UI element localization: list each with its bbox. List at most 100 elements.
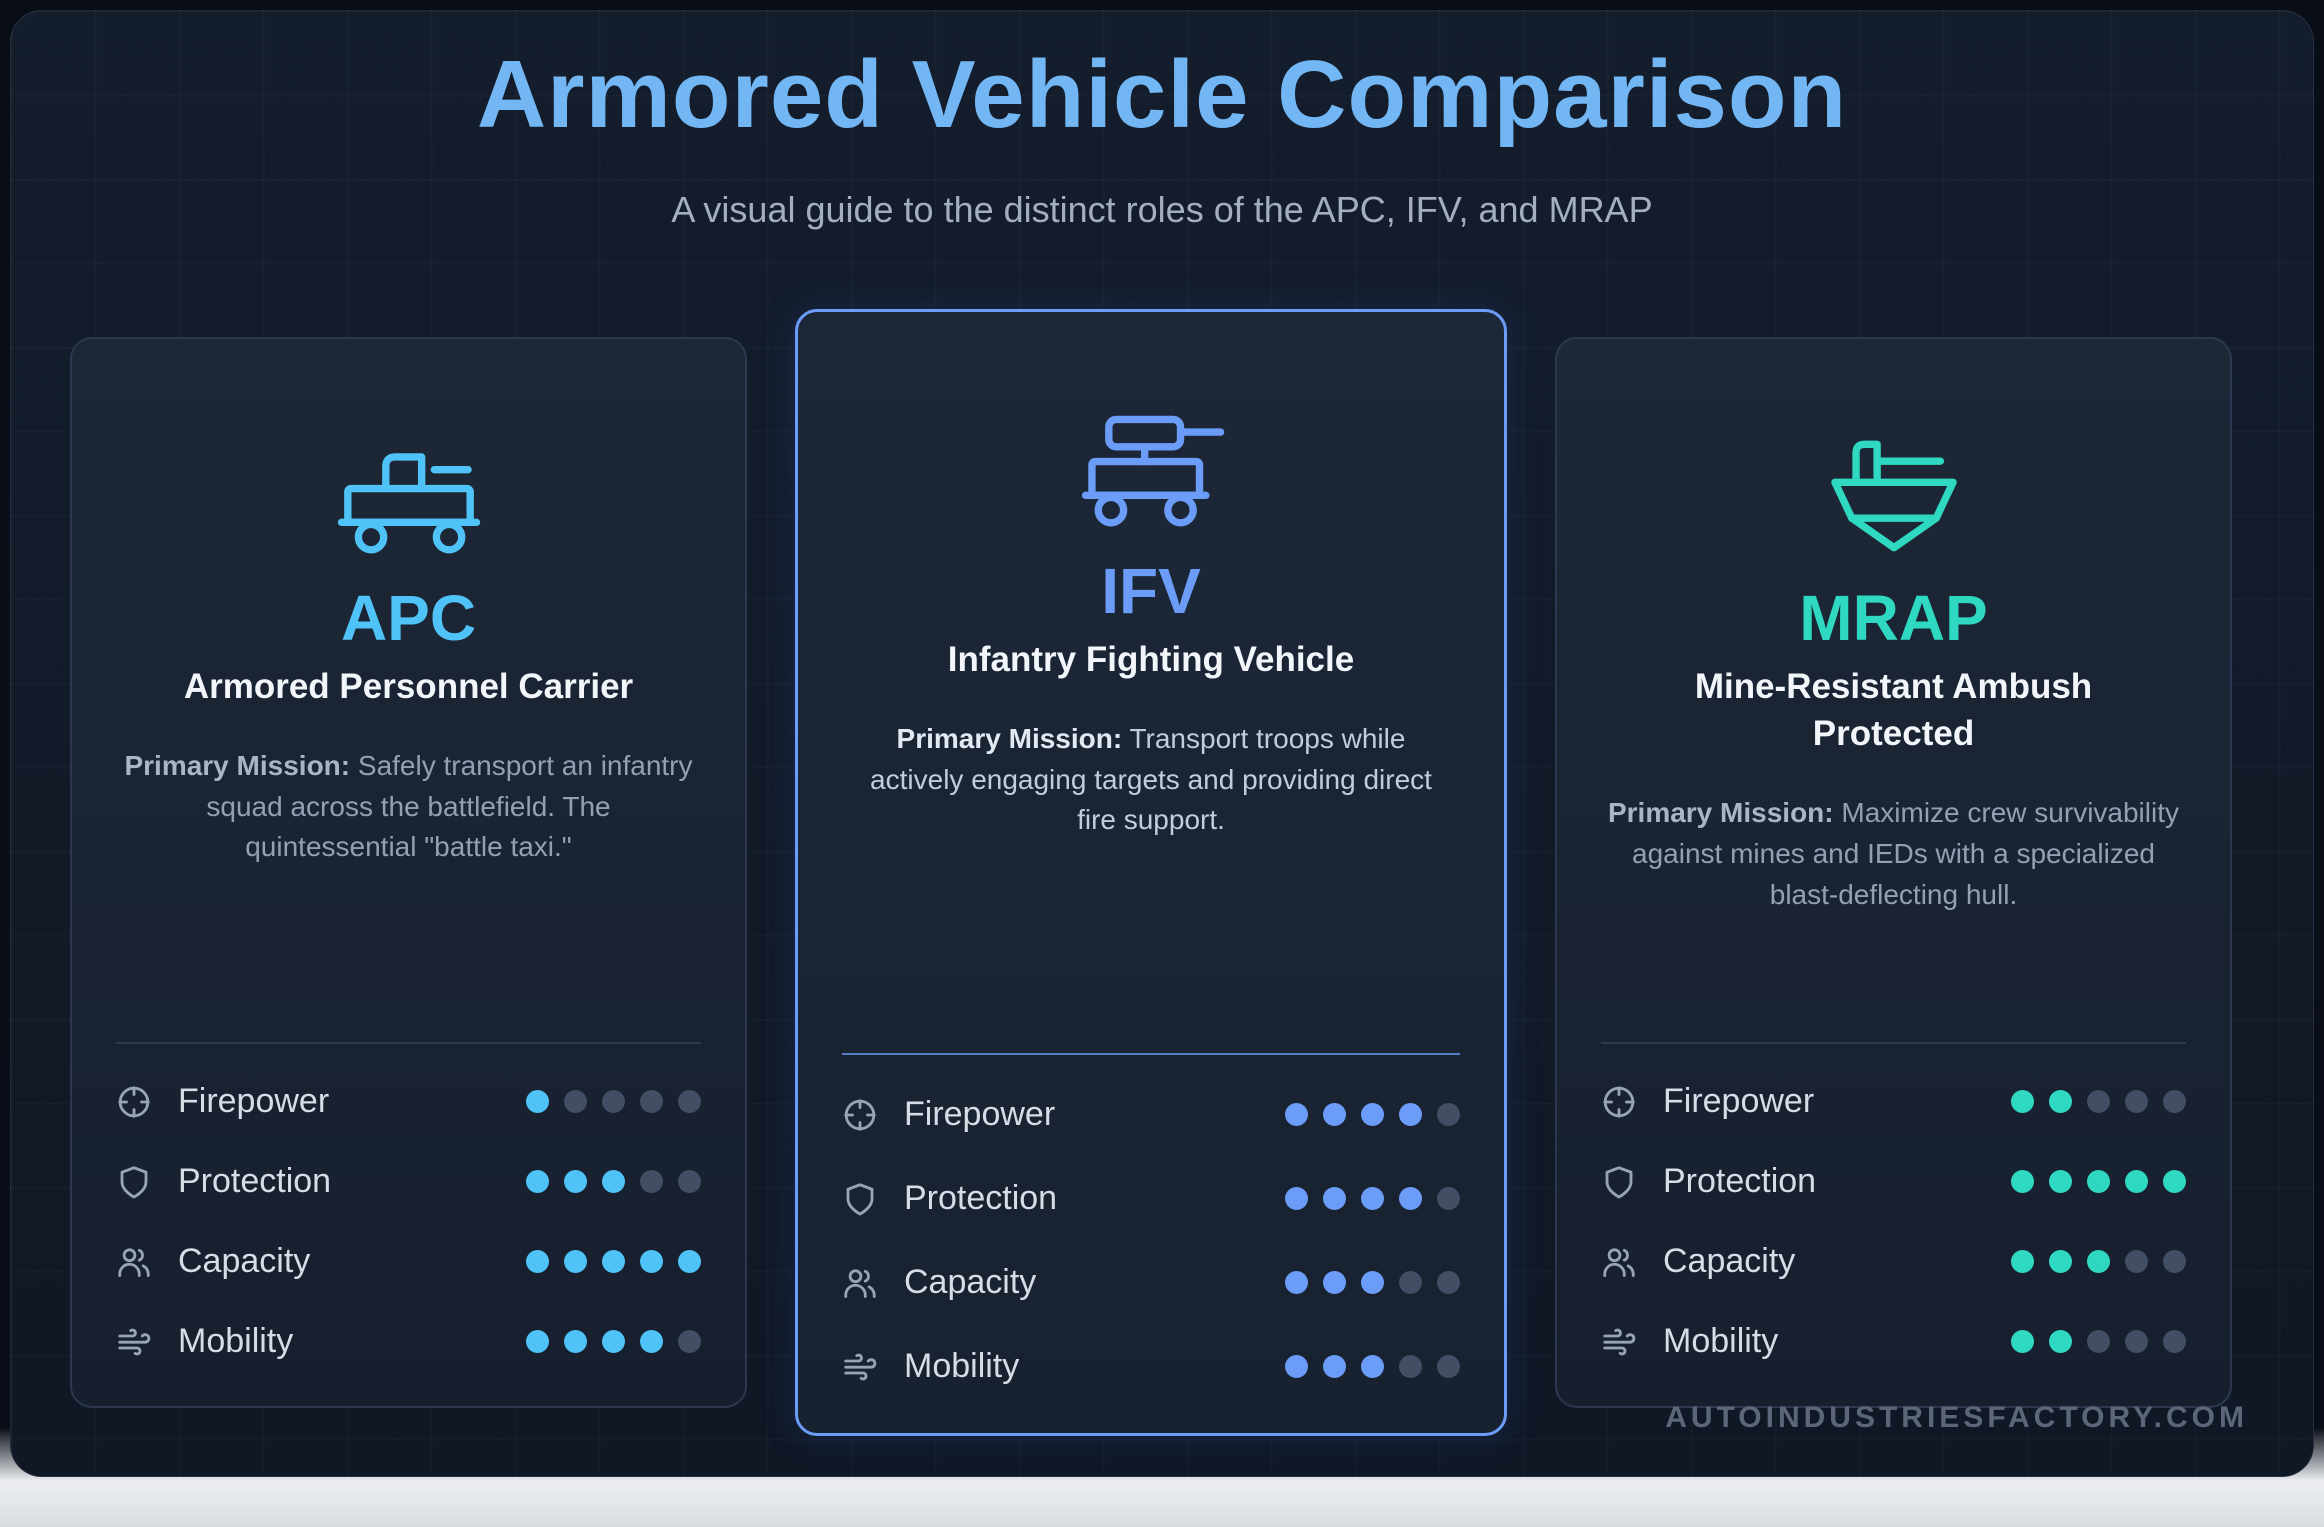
stat-label: Mobility: [904, 1347, 1020, 1385]
stat-row-mobility: Mobility: [842, 1325, 1460, 1409]
wind-icon: [842, 1349, 878, 1385]
wind-icon: [1601, 1324, 1637, 1360]
rating-dot: [526, 1250, 549, 1273]
stat-label: Protection: [178, 1162, 332, 1200]
vehicle-abbr: APC: [340, 581, 477, 654]
shield-icon: [1601, 1164, 1637, 1200]
stat-row-capacity: Capacity: [1601, 1222, 2186, 1302]
stat-label: Firepower: [1663, 1082, 1815, 1120]
stat-label: Capacity: [904, 1263, 1037, 1301]
rating-dot: [678, 1330, 701, 1353]
vehicle-mission: Primary Mission: Transport troops while …: [870, 723, 1432, 836]
vehicle-name: Infantry Fighting Vehicle: [947, 639, 1355, 679]
stat-rating: [2011, 1250, 2186, 1273]
rating-dot: [1323, 1187, 1346, 1210]
stat-rating: [526, 1330, 701, 1353]
rating-dot: [1323, 1103, 1346, 1126]
rating-dot: [678, 1090, 701, 1113]
vehicle-abbr: MRAP: [1799, 581, 1988, 654]
rating-dot: [640, 1330, 663, 1353]
rating-dot: [640, 1090, 663, 1113]
stat-rating: [2011, 1090, 2186, 1113]
stat-rating: [1285, 1103, 1460, 1126]
rating-dot: [2125, 1250, 2148, 1273]
rating-dot: [564, 1170, 587, 1193]
rating-dot: [2011, 1330, 2034, 1353]
stats-divider: [842, 1052, 1460, 1055]
stat-label: Firepower: [178, 1082, 330, 1120]
vehicle-card-mrap: MRAP Mine-Resistant Ambush Protected Pri…: [1555, 336, 2232, 1408]
rating-dot: [640, 1170, 663, 1193]
stat-label: Mobility: [178, 1322, 294, 1360]
stat-label: Firepower: [904, 1095, 1056, 1133]
stat-row-capacity: Capacity: [842, 1241, 1460, 1325]
rating-dot: [2049, 1250, 2072, 1273]
stats-section: Firepower Protection Capacity Mobility: [842, 1052, 1460, 1409]
stat-rating: [2011, 1170, 2186, 1193]
vehicle-mission: Primary Mission: Maximize crew survivabi…: [1607, 797, 2180, 910]
crosshair-icon: [842, 1097, 878, 1133]
stat-rating: [1285, 1187, 1460, 1210]
rating-dot: [564, 1250, 587, 1273]
rating-dot: [678, 1250, 701, 1273]
rating-dot: [1361, 1355, 1384, 1378]
vehicle-card-apc: APC Armored Personnel Carrier Primary Mi…: [70, 336, 747, 1408]
stat-label: Mobility: [1663, 1322, 1779, 1360]
vehicle-card-ifv: IFV Infantry Fighting Vehicle Primary Mi…: [795, 308, 1507, 1436]
stat-rating: [1285, 1271, 1460, 1294]
rating-dot: [640, 1250, 663, 1273]
mission-label: Primary Mission:: [1607, 797, 1834, 829]
stat-row-capacity: Capacity: [116, 1222, 701, 1302]
rating-dot: [2125, 1170, 2148, 1193]
rating-dot: [1323, 1355, 1346, 1378]
stats-divider: [116, 1041, 701, 1044]
stat-label: Capacity: [1663, 1242, 1796, 1280]
users-icon: [1601, 1244, 1637, 1280]
rating-dot: [526, 1170, 549, 1193]
stat-rating: [2011, 1330, 2186, 1353]
rating-dot: [1399, 1187, 1422, 1210]
users-icon: [842, 1265, 878, 1301]
vehicle-cards-row: APC Armored Personnel Carrier Primary Mi…: [70, 308, 2234, 1436]
wind-icon: [116, 1324, 152, 1360]
rating-dot: [1285, 1355, 1308, 1378]
mrap-vehicle-icon: [1820, 437, 1968, 555]
stat-rating: [526, 1170, 701, 1193]
stat-label: Protection: [904, 1179, 1058, 1217]
mission-label: Primary Mission:: [124, 750, 351, 782]
rating-dot: [1361, 1103, 1384, 1126]
rating-dot: [1361, 1271, 1384, 1294]
stat-rating: [1285, 1355, 1460, 1378]
stat-row-firepower: Firepower: [116, 1062, 701, 1142]
stat-row-firepower: Firepower: [1601, 1062, 2186, 1142]
rating-dot: [2011, 1170, 2034, 1193]
stat-row-mobility: Mobility: [1601, 1302, 2186, 1382]
rating-dot: [1437, 1355, 1460, 1378]
rating-dot: [526, 1090, 549, 1113]
rating-dot: [2049, 1170, 2072, 1193]
rating-dot: [2087, 1170, 2110, 1193]
stat-row-firepower: Firepower: [842, 1073, 1460, 1157]
rating-dot: [602, 1330, 625, 1353]
rating-dot: [1285, 1271, 1308, 1294]
rating-dot: [526, 1330, 549, 1353]
rating-dot: [1437, 1271, 1460, 1294]
rating-dot: [2049, 1090, 2072, 1113]
stat-row-protection: Protection: [1601, 1142, 2186, 1222]
rating-dot: [2011, 1090, 2034, 1113]
stat-label: Protection: [1663, 1162, 1817, 1200]
users-icon: [116, 1244, 152, 1280]
rating-dot: [678, 1170, 701, 1193]
rating-dot: [2163, 1250, 2186, 1273]
rating-dot: [1437, 1103, 1460, 1126]
rating-dot: [602, 1250, 625, 1273]
shield-icon: [842, 1181, 878, 1217]
rating-dot: [2087, 1250, 2110, 1273]
shield-icon: [116, 1164, 152, 1200]
rating-dot: [2087, 1330, 2110, 1353]
stat-row-protection: Protection: [116, 1142, 701, 1222]
page-subtitle: A visual guide to the distinct roles of …: [671, 189, 1653, 230]
ifv-vehicle-icon: [1077, 410, 1225, 528]
stat-rating: [526, 1250, 701, 1273]
